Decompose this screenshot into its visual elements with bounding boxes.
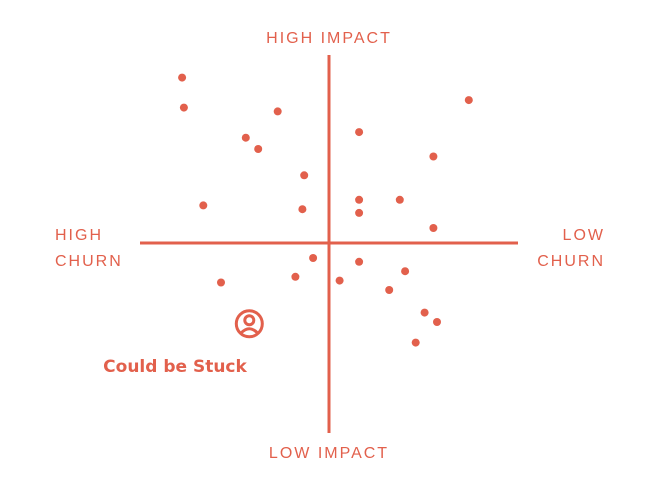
label-churn-left: CHURN	[55, 253, 123, 270]
label-low-impact: LOW IMPACT	[269, 445, 389, 462]
data-point-23	[420, 308, 429, 317]
data-point-24	[433, 318, 441, 326]
data-point-10	[199, 201, 208, 210]
data-point-14	[395, 195, 404, 204]
data-point-7	[464, 96, 473, 105]
data-points	[178, 73, 473, 347]
data-point-13	[355, 208, 364, 217]
data-point-6	[355, 128, 364, 137]
data-point-9	[300, 171, 309, 180]
label-low: LOW	[563, 227, 605, 244]
data-point-19	[217, 278, 225, 287]
label-high: HIGH	[55, 227, 103, 244]
data-point-22	[385, 286, 394, 294]
data-point-25	[411, 338, 420, 347]
data-point-12	[355, 195, 364, 204]
data-point-20	[335, 276, 344, 285]
data-point-4	[241, 133, 250, 142]
data-point-15	[429, 224, 438, 232]
annotation-could-be-stuck: Could be Stuck	[103, 357, 247, 377]
data-point-11	[298, 205, 307, 214]
data-point-5	[254, 145, 263, 153]
data-point-2	[179, 103, 188, 112]
user-circle-icon	[234, 309, 264, 339]
data-point-8	[429, 152, 438, 161]
data-point-21	[401, 267, 410, 276]
data-point-1	[178, 73, 187, 82]
data-point-18	[291, 272, 300, 281]
data-point-3	[273, 107, 282, 116]
label-churn-right: CHURN	[537, 253, 605, 270]
label-high-impact: HIGH IMPACT	[266, 30, 392, 47]
data-point-17	[355, 257, 364, 266]
data-point-16	[309, 254, 318, 262]
